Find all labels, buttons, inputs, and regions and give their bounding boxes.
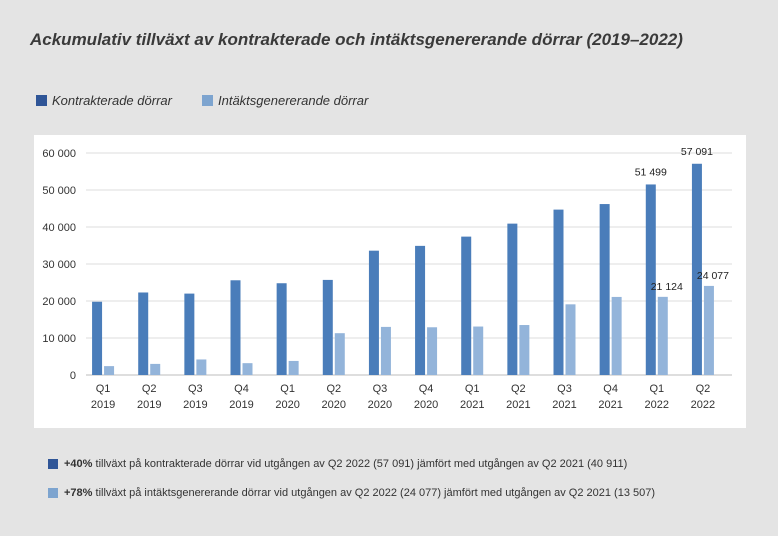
bar [691,163,702,375]
bar [380,326,391,375]
data-label: 51 499 [635,166,667,178]
x-tick-label-year: 2020 [275,399,299,411]
x-tick-label: Q1 [96,383,111,395]
chart-title: Ackumulativ tillväxt av kontrakterade oc… [30,30,683,49]
x-tick-label-year: 2019 [137,399,161,411]
y-tick-label: 10 000 [42,333,76,345]
x-tick-label-year: 2019 [91,399,115,411]
legend-swatch-revenue [202,95,213,106]
bar [288,360,299,375]
legend-item-contracted: Kontrakterade dörrar [36,93,172,108]
x-tick-label-year: 2021 [552,399,576,411]
x-tick-label: Q4 [234,383,249,395]
bar-chart: 0 10 000 20 000 30 000 40 000 50 000 60 000 Q1 2… [42,146,732,411]
bar [184,293,195,375]
bar [150,363,161,375]
x-tick-label-year: 2021 [460,399,484,411]
x-tick-label: Q3 [373,383,388,395]
bar [138,292,149,375]
y-tick-label: 30 000 [42,259,76,271]
legend-label-contracted: Kontrakterade dörrar [52,93,172,108]
x-tick-label: Q1 [649,383,664,395]
x-tick-label-year: 2020 [368,399,392,411]
bar [657,296,668,375]
x-tick-label: Q1 [280,383,295,395]
bar [519,325,530,375]
bar [553,209,564,375]
data-label: 24 077 [697,270,729,282]
data-label: 57 091 [681,146,713,158]
bar [427,327,438,375]
legend-label-revenue: Intäktsgenererande dörrar [218,93,369,108]
bar [196,359,207,375]
bar [473,326,484,375]
legend-item-revenue: Intäktsgenererande dörrar [202,93,368,108]
x-tick-label-year: 2022 [691,399,715,411]
bar [230,280,241,375]
bar [507,223,518,375]
bar [415,245,426,375]
bar [368,250,379,375]
bar [242,363,253,375]
x-tick-label-year: 2020 [414,399,438,411]
y-tick-label: 0 [70,370,76,382]
x-tick-label: Q4 [419,383,434,395]
y-tick-label: 20 000 [42,296,76,308]
x-tick-label-year: 2022 [645,399,669,411]
x-tick-label-year: 2021 [598,399,622,411]
x-tick-label: Q2 [696,383,711,395]
note-percent-revenue: +78% [64,487,93,499]
note-text-contracted: tillväxt på kontrakterade dörrar vid utg… [92,458,628,470]
x-tick-label: Q1 [465,383,480,395]
growth-note-revenue: +78% tillväxt på intäktsgenererande dörr… [48,487,655,499]
x-tick-label: Q3 [188,383,203,395]
bar [645,184,656,375]
bar [334,333,345,375]
x-tick-label: Q3 [557,383,572,395]
bar [92,301,103,375]
bar [703,285,714,375]
note-swatch-revenue [48,488,58,498]
y-tick-label: 60 000 [42,148,76,160]
bar [276,283,287,375]
x-tick-label-year: 2019 [183,399,207,411]
bar [461,236,472,375]
note-text-revenue: tillväxt på intäktsgenererande dörrar vi… [92,487,656,499]
y-tick-label: 50 000 [42,185,76,197]
note-percent-contracted: +40% [64,458,93,470]
bar [322,279,333,375]
growth-note-contracted: +40% tillväxt på kontrakterade dörrar vi… [48,458,627,470]
bar [565,304,576,375]
x-tick-label: Q2 [511,383,526,395]
x-tick-label-year: 2021 [506,399,530,411]
x-tick-label: Q2 [142,383,157,395]
legend-swatch-contracted [36,95,47,106]
note-swatch-contracted [48,459,58,469]
bar [599,204,610,375]
chart-area: 0 10 000 20 000 30 000 40 000 50 000 60 000 Q1 2… [34,135,746,428]
x-tick-label: Q2 [326,383,341,395]
data-label: 21 124 [651,281,683,293]
bar [104,366,115,375]
x-tick-label: Q4 [603,383,618,395]
y-tick-label: 40 000 [42,222,76,234]
x-tick-label-year: 2019 [229,399,253,411]
bar [611,296,622,375]
x-tick-label-year: 2020 [322,399,346,411]
